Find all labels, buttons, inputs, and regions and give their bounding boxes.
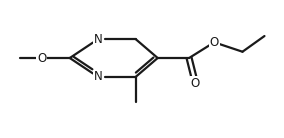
Text: O: O	[37, 51, 46, 64]
Text: O: O	[210, 36, 219, 49]
Text: O: O	[191, 77, 200, 90]
Text: N: N	[94, 70, 103, 83]
Text: N: N	[94, 33, 103, 46]
